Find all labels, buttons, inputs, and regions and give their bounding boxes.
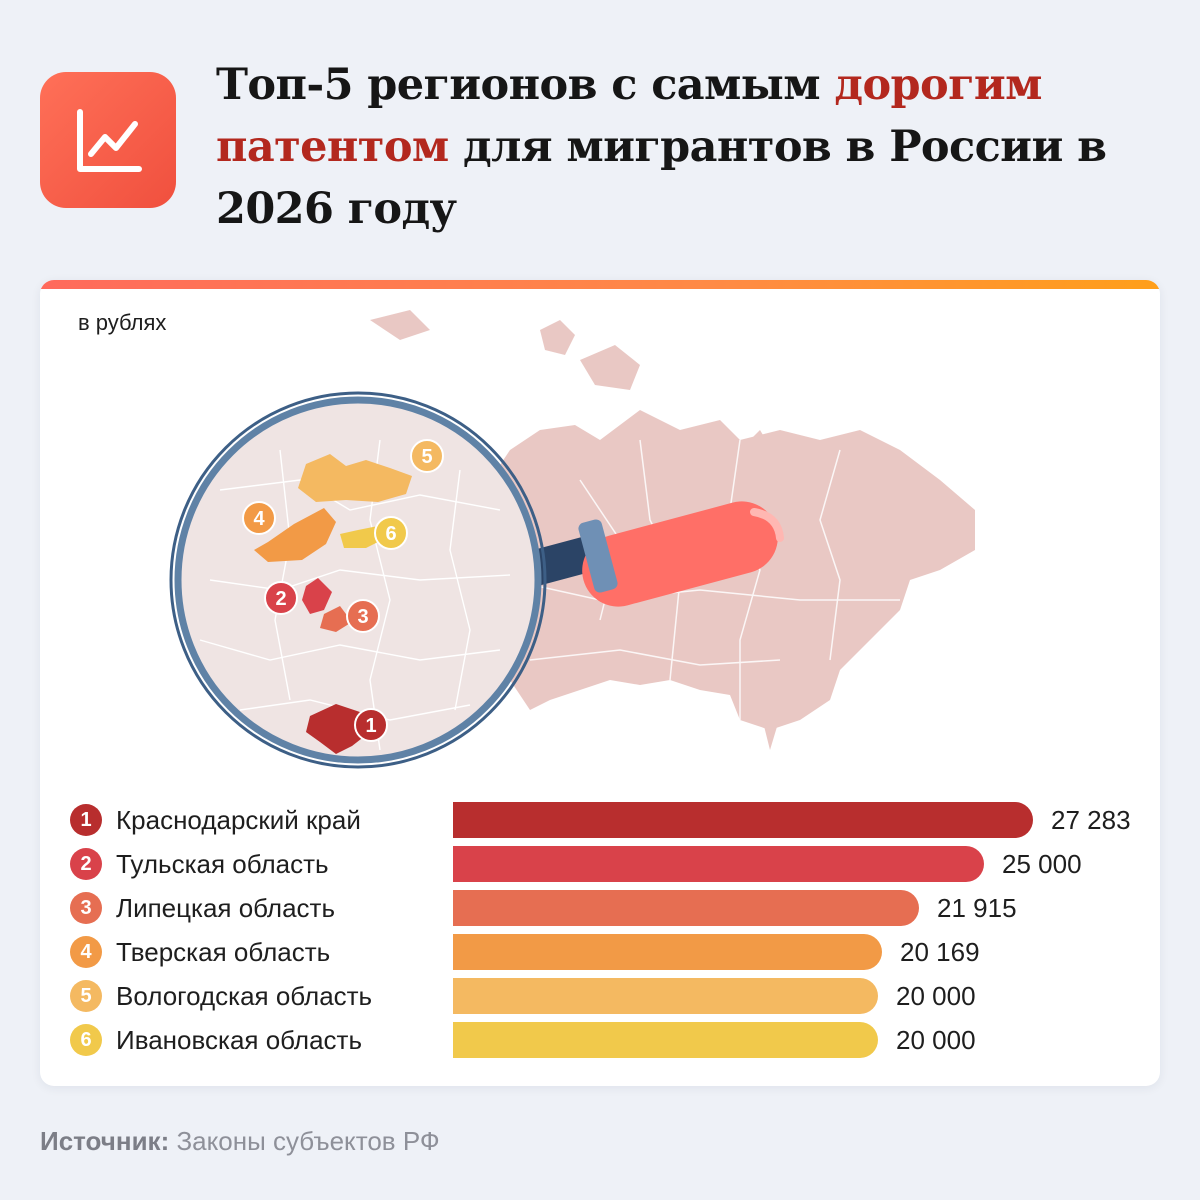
region-tver (254, 508, 336, 562)
bar (453, 978, 878, 1014)
region-tula (302, 578, 332, 614)
page-title: Топ-5 регионов с самым дорогим патентом … (216, 54, 1146, 240)
region-label: Ивановская область (116, 1025, 362, 1055)
region-lipetsk (320, 606, 352, 632)
bar-row: 4 Тверская область 20 169 (40, 934, 1160, 970)
bar-track: 25 000 (453, 846, 1082, 882)
russia-map-illustration: 5 4 6 2 3 1 (169, 310, 975, 769)
bar-row: 1 Краснодарский край 27 283 (40, 802, 1160, 838)
bar-row: 5 Вологодская область 20 000 (40, 978, 1160, 1014)
region-label: Тульская область (116, 849, 329, 879)
map-marker-5-label: 5 (421, 446, 432, 468)
title-part-1: Топ-5 регионов с самым (216, 60, 835, 110)
region-ivanovo (340, 526, 382, 548)
source-note: Источник: Законы субъектов РФ (40, 1126, 440, 1157)
map-marker-2-label: 2 (275, 588, 286, 610)
chart-card: 5 4 6 2 3 1 в рублях 1 Краснодарский край… (40, 280, 1160, 1086)
bar-track: 27 283 (453, 802, 1131, 838)
rank-badge: 2 (70, 848, 102, 880)
region-label: Краснодарский край (116, 805, 361, 835)
region-label: Липецкая область (116, 893, 335, 923)
bar-track: 20 169 (453, 934, 1033, 970)
rank-badge: 1 (70, 804, 102, 836)
value-label: 27 283 (1051, 805, 1131, 835)
map-marker-1 (354, 708, 388, 742)
value-label: 20 000 (896, 981, 976, 1011)
map-marker-4 (242, 501, 276, 535)
map-marker-4-label: 4 (253, 508, 265, 530)
bar (453, 846, 984, 882)
bar (453, 802, 1033, 838)
map-marker-6 (374, 516, 408, 550)
bar-row: 6 Ивановская область 20 000 (40, 1022, 1160, 1058)
value-label: 20 169 (900, 937, 980, 967)
rank-badge: 6 (70, 1024, 102, 1056)
value-label: 20 000 (896, 1025, 976, 1055)
bar-row: 2 Тульская область 25 000 (40, 846, 1160, 882)
source-text: Законы субъектов РФ (169, 1126, 440, 1156)
rank-badge: 3 (70, 892, 102, 924)
region-label: Вологодская область (116, 981, 373, 1011)
value-label: 25 000 (1002, 849, 1082, 879)
bar-track: 20 000 (453, 978, 1033, 1014)
map-marker-3-label: 3 (357, 606, 368, 628)
bar (453, 934, 882, 970)
source-label: Источник: (40, 1126, 170, 1156)
bar-track: 21 915 (453, 890, 1033, 926)
rank-badge: 5 (70, 980, 102, 1012)
map-marker-6-label: 6 (385, 523, 396, 545)
card-accent-bar (40, 280, 1160, 289)
logo-tile (40, 72, 176, 208)
unit-label: в рублях (78, 310, 167, 335)
line-chart-icon (77, 109, 142, 172)
magnifier-lens: 5 4 6 2 3 1 (169, 391, 547, 769)
region-label: Тверская область (116, 937, 331, 967)
bar (453, 1022, 878, 1058)
map-marker-5 (410, 439, 444, 473)
bar-row: 3 Липецкая область 21 915 (40, 890, 1160, 926)
map-marker-1-label: 1 (365, 715, 376, 737)
bar-track: 20 000 (453, 1022, 1033, 1058)
region-vologda (298, 454, 412, 502)
region-krasnodar (306, 704, 370, 754)
bar (453, 890, 919, 926)
rank-badge: 4 (70, 936, 102, 968)
map-marker-2 (264, 581, 298, 615)
title-part-2: для мигрантов в России в 2026 году (216, 122, 1107, 234)
map-marker-3 (346, 599, 380, 633)
value-label: 21 915 (937, 893, 1017, 923)
title-accent: дорогим патентом (216, 60, 1043, 172)
